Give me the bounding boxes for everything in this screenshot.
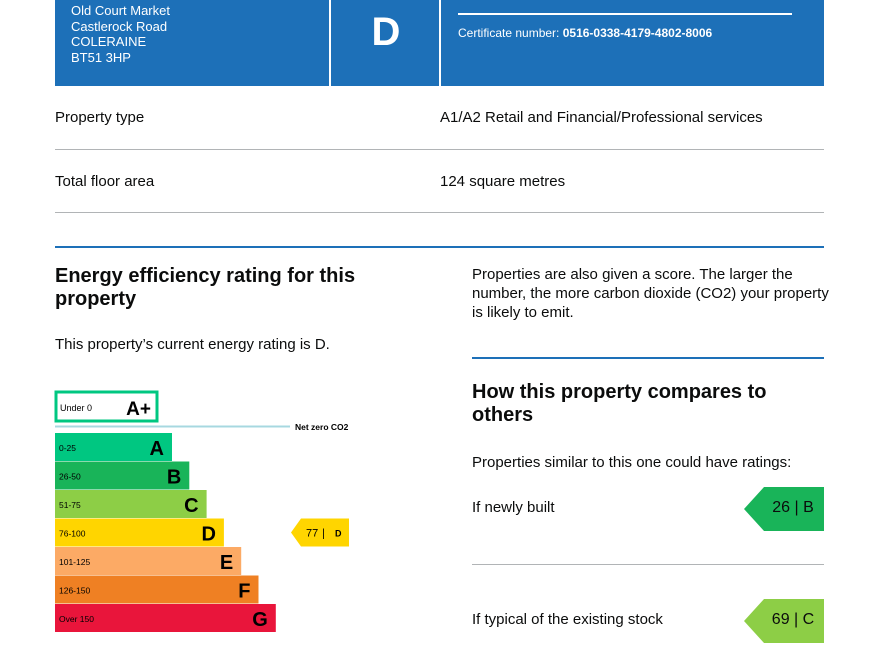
current-rating-letter: D: [335, 529, 342, 539]
address-line-3: COLERAINE: [71, 34, 147, 49]
band-g-letter: G: [252, 609, 268, 631]
band-c-range: 51-75: [59, 500, 81, 510]
band-g-bar: [55, 604, 276, 632]
band-a-bar: [55, 433, 172, 461]
newly-built-rating: 26 | B: [772, 499, 814, 516]
band-c-bar: [55, 490, 207, 518]
badge-letter: B: [803, 499, 814, 516]
newly-built-rating-badge: 26 | B: [744, 487, 824, 531]
compare-intro: Properties similar to this one could hav…: [472, 454, 792, 471]
score-explanation: Properties are also given a score. The l…: [472, 266, 829, 321]
rating-chart-svg: Under 0 A+ 0-25 A 26-50 B 51-75 C 76-100 D 101-125…: [54, 390, 349, 632]
property-type-value: A1/A2 Retail and Financial/Professional …: [440, 109, 763, 126]
efficiency-heading: Energy efficiency rating for this proper…: [55, 265, 356, 310]
typical-stock-label: If typical of the existing stock: [472, 611, 663, 628]
certificate-label: Certificate number:: [458, 26, 560, 40]
badge-letter: C: [802, 611, 815, 628]
certificate-rule: [458, 13, 792, 15]
band-b-bar: [55, 461, 190, 490]
badge-arrow-shape: [744, 487, 824, 531]
band-g-range: Over 150: [59, 614, 94, 624]
certificate-number-line: Certificate number: 0516-0338-4179-4802-…: [458, 26, 712, 40]
newly-built-label: If newly built: [472, 499, 555, 516]
compare-heading: How this property compares to others: [472, 381, 767, 426]
property-type-label: Property type: [55, 109, 145, 126]
band-e-range: 101-125: [59, 557, 90, 567]
current-rating-marker: [291, 518, 349, 547]
band-f-bar: [55, 575, 259, 604]
net-zero-label: Net zero CO2: [295, 422, 349, 432]
band-d-letter: D: [201, 524, 215, 546]
band-e-bar: [55, 547, 242, 575]
current-rating-separator: |: [322, 528, 325, 540]
compare-divider: [472, 564, 824, 565]
current-rating-score: 77: [306, 528, 318, 540]
certificate-number: 0516-0338-4179-4802-8006: [562, 26, 713, 40]
band-f-range: 126-150: [59, 586, 90, 596]
section-divider: [55, 246, 824, 248]
energy-rating-letter: D: [371, 10, 401, 54]
band-a-plus-bar: [54, 390, 159, 423]
current-rating-text: This property’s current energy rating is…: [55, 336, 330, 353]
band-b-letter: B: [167, 467, 181, 489]
energy-rating-chart: Under 0 A+ 0-25 A 26-50 B 51-75 C 76-100 D 101-125…: [0, 380, 880, 645]
header-divider-2: [439, 0, 441, 86]
row-divider: [55, 212, 824, 213]
badge-arrow-shape: [744, 599, 824, 643]
band-e-letter: E: [220, 552, 233, 574]
floor-area-value: 124 square metres: [440, 173, 566, 190]
band-a-letter: A: [150, 438, 164, 460]
address-line-2: Castlerock Road: [71, 18, 168, 34]
floor-area-label: Total floor area: [55, 173, 155, 190]
section-divider: [472, 357, 824, 359]
band-b-range: 26-50: [59, 472, 81, 482]
address-line-1: Old Court Market: [71, 3, 170, 18]
address-line-4: BT51 3HP: [71, 49, 131, 65]
band-c-letter: C: [184, 495, 198, 517]
typical-stock-rating: 69 | C: [771, 611, 815, 628]
typical-stock-rating-badge: 69 | C: [744, 599, 824, 643]
header-divider-1: [329, 0, 331, 86]
row-divider: [55, 149, 824, 150]
badge-score: 69: [771, 611, 790, 628]
band-a-plus-letter: A+: [126, 399, 151, 420]
band-f-letter: F: [238, 581, 250, 603]
band-a-plus-range: Under 0: [60, 403, 92, 413]
band-a-range: 0-25: [59, 443, 76, 453]
band-d-bar: [55, 518, 224, 547]
badge-score: 26: [772, 499, 791, 516]
band-d-range: 76-100: [59, 529, 86, 539]
